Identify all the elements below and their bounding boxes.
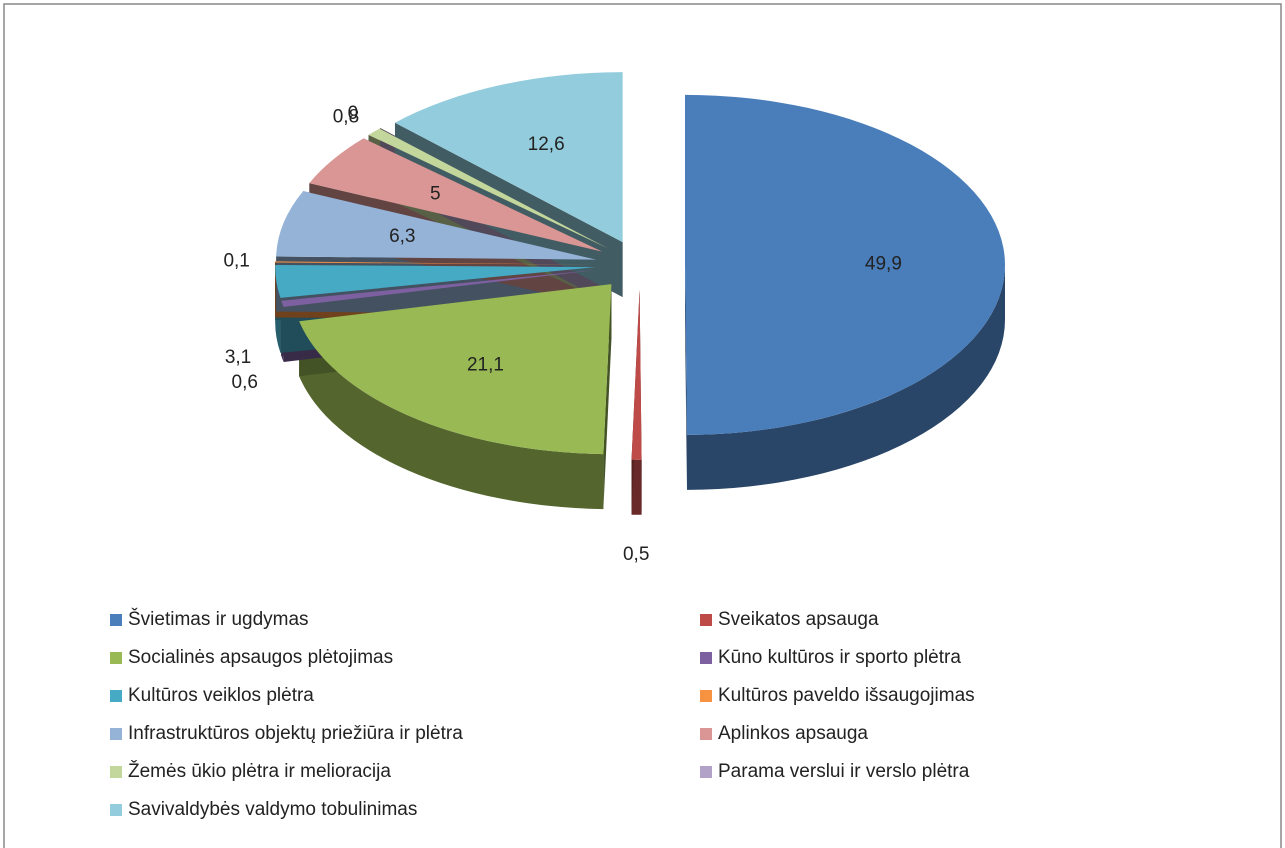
- legend-label: Kūno kultūros ir sporto plėtra: [718, 647, 961, 668]
- slice-tops: [275, 72, 1006, 460]
- slice: [275, 261, 596, 265]
- data-label: 0,5: [623, 544, 649, 565]
- legend-swatch: [110, 690, 122, 702]
- legend-swatch: [110, 804, 122, 816]
- slice: [299, 284, 612, 455]
- legend-label: Savivaldybės valdymo tobulinimas: [128, 799, 417, 820]
- legend-swatch: [700, 614, 712, 626]
- legend-swatch: [700, 766, 712, 778]
- data-label: 0,6: [232, 372, 258, 393]
- data-label: 12,6: [528, 134, 565, 155]
- slice: [631, 289, 642, 460]
- slice: [684, 94, 1006, 435]
- slice: [275, 264, 596, 298]
- data-label: 0: [348, 103, 359, 124]
- legend-label: Kultūros paveldo išsaugojimas: [718, 685, 975, 706]
- legend-swatch: [700, 652, 712, 664]
- slice-side: [631, 459, 642, 515]
- data-label: 3,1: [225, 347, 251, 368]
- legend-swatch: [700, 728, 712, 740]
- data-label: 5: [430, 184, 441, 205]
- data-label: 21,1: [467, 355, 504, 376]
- slice-edge: [603, 284, 612, 510]
- legend-swatch: [110, 614, 122, 626]
- slice: [368, 128, 608, 249]
- legend-label: Parama verslui ir verslo plėtra: [718, 761, 970, 782]
- legend-swatch: [110, 766, 122, 778]
- slice: [394, 72, 623, 243]
- slice: [276, 191, 597, 260]
- legend-swatch: [110, 728, 122, 740]
- legend-label: Sveikatos apsauga: [718, 609, 879, 630]
- legend-label: Aplinkos apsauga: [718, 723, 868, 744]
- data-label: 0,1: [223, 251, 249, 272]
- legend-label: Švietimas ir ugdymas: [128, 608, 309, 630]
- legend-swatch: [110, 652, 122, 664]
- legend-label: Socialinės apsaugos plėtojimas: [128, 647, 393, 668]
- data-label: 0,8: [333, 107, 359, 128]
- slice: [281, 269, 596, 308]
- legend-label: Infrastruktūros objektų priežiūra ir plė…: [128, 723, 463, 744]
- legend-label: Kultūros veiklos plėtra: [128, 685, 314, 706]
- chart-border: [3, 3, 1282, 848]
- slice-side: [687, 264, 1005, 490]
- legend-label: Žemės ūkio plėtra ir melioracija: [128, 760, 391, 782]
- legend-swatch: [700, 690, 712, 702]
- slice: [309, 138, 603, 252]
- slice-edge: [684, 264, 688, 490]
- data-label: 6,3: [389, 226, 415, 247]
- data-label: 49,9: [865, 254, 902, 275]
- slice-side: [299, 321, 604, 510]
